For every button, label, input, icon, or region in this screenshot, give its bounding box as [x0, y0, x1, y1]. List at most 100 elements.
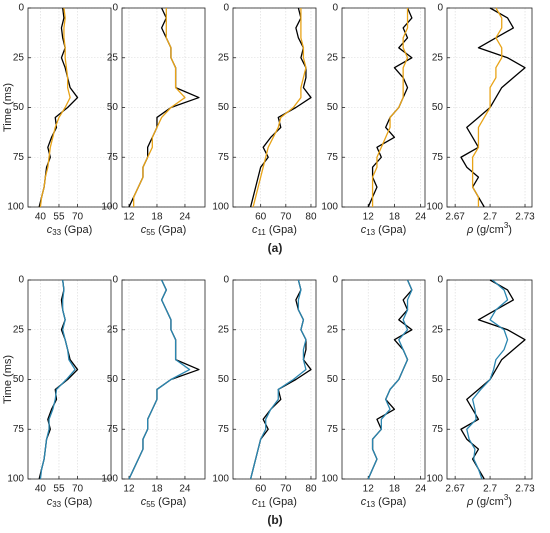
data-line [249, 7, 312, 208]
plot-frame [232, 279, 317, 480]
axis-symbol: c [141, 496, 147, 508]
y-tick-label: 100 [101, 474, 118, 485]
x-tick-label: 40 [35, 484, 47, 495]
y-axis-label: Time (ms) [2, 355, 14, 404]
data-line [471, 7, 503, 207]
x-tick-label: 18 [151, 484, 163, 495]
x-tick-label: 24 [179, 484, 191, 495]
data-line [367, 279, 413, 480]
x-axis-label: c33 (Gpa) [47, 224, 93, 237]
y-tick-label: 75 [107, 424, 119, 435]
axis-symbol: c [361, 224, 367, 236]
axis-subscript: 33 [52, 228, 61, 237]
x-tick-label: 2.7 [483, 484, 497, 495]
y-tick-label: 75 [432, 424, 444, 435]
y-tick-label: 50 [327, 102, 339, 113]
data-line [371, 8, 409, 207]
y-tick-label: 50 [327, 374, 339, 385]
plot-frame [446, 279, 533, 480]
x-axis-label: ρ (g/cm3) [466, 493, 512, 508]
y-tick-label: 50 [107, 374, 119, 385]
x-axis-label: c11 (Gpa) [252, 496, 297, 509]
y-axis-label: Time (ms) [2, 83, 14, 132]
x-tick-label: 70 [280, 212, 292, 223]
x-tick-label: 70 [72, 484, 84, 495]
plot-frame [341, 279, 426, 480]
axis-symbol: ρ [466, 224, 473, 236]
axis-unit: (Gpa) [158, 224, 186, 236]
x-tick-label: 80 [305, 212, 317, 223]
y-tick-label: 100 [212, 202, 229, 213]
x-tick-label: 24 [415, 212, 427, 223]
y-tick-label: 100 [7, 474, 24, 485]
data-line [466, 279, 509, 480]
x-tick-label: 18 [389, 484, 401, 495]
axis-symbol: c [361, 496, 367, 508]
y-tick-label: 50 [13, 374, 25, 385]
y-tick-label: 25 [218, 52, 230, 63]
axis-symbol: c [252, 496, 258, 508]
plot-frame [27, 7, 112, 208]
y-tick-label: 50 [13, 102, 25, 113]
y-tick-label: 75 [327, 152, 339, 163]
x-tick-label: 24 [179, 212, 191, 223]
y-tick-label: 100 [321, 474, 338, 485]
y-tick-label: 25 [432, 52, 444, 63]
y-tick-label: 0 [112, 275, 118, 286]
axis-unit: (Gpa) [269, 224, 297, 236]
y-tick-label: 0 [223, 275, 229, 286]
x-tick-label: 60 [255, 484, 267, 495]
axis-symbol: c [47, 224, 53, 236]
y-tick-label: 100 [321, 202, 338, 213]
y-tick-label: 50 [218, 102, 230, 113]
x-axis-label: c11 (Gpa) [252, 224, 297, 237]
x-tick-label: 70 [72, 212, 84, 223]
data-line [39, 279, 76, 480]
data-line [249, 279, 307, 480]
data-line [128, 279, 191, 480]
y-tick-label: 25 [107, 52, 119, 63]
plot-frame [232, 7, 317, 208]
data-line [249, 279, 312, 480]
y-tick-label: 25 [327, 52, 339, 63]
axis-symbol: c [47, 496, 53, 508]
x-tick-label: 24 [415, 484, 427, 495]
y-tick-label: 25 [13, 324, 25, 335]
axis-unit: (g/cm [476, 224, 504, 236]
data-line [133, 8, 186, 207]
y-tick-label: 0 [18, 275, 24, 286]
y-tick-label: 75 [432, 152, 444, 163]
axis-subscript: 11 [258, 228, 267, 237]
x-axis-label: c13 (Gpa) [361, 224, 407, 237]
axis-symbol: c [252, 224, 258, 236]
x-tick-label: 12 [123, 484, 135, 495]
axis-superscript: 3 [504, 493, 509, 502]
y-tick-label: 100 [7, 202, 24, 213]
x-tick-label: 2.7 [483, 212, 497, 223]
y-tick-label: 75 [327, 424, 339, 435]
y-tick-label: 75 [218, 152, 230, 163]
y-tick-label: 25 [432, 324, 444, 335]
axis-superscript: 3 [504, 221, 509, 230]
y-tick-label: 25 [218, 324, 230, 335]
x-tick-label: 12 [123, 212, 135, 223]
y-tick-label: 0 [437, 3, 443, 14]
axis-subscript: 13 [366, 500, 375, 509]
x-tick-label: 2.67 [445, 212, 465, 223]
plot-frame [121, 7, 206, 208]
x-tick-label: 2.67 [445, 484, 465, 495]
plot-frame [121, 279, 206, 480]
y-tick-label: 100 [426, 202, 443, 213]
data-line [39, 7, 71, 208]
axis-subscript: 11 [258, 500, 267, 509]
data-line [252, 8, 307, 208]
y-tick-label: 100 [212, 474, 229, 485]
axis-subscript: 55 [146, 500, 155, 509]
y-tick-label: 100 [426, 474, 443, 485]
x-axis-label: c55 (Gpa) [141, 496, 187, 509]
x-tick-label: 60 [255, 212, 267, 223]
panel-label: (b) [267, 513, 282, 527]
axis-subscript: 33 [52, 500, 61, 509]
y-tick-label: 75 [218, 424, 230, 435]
